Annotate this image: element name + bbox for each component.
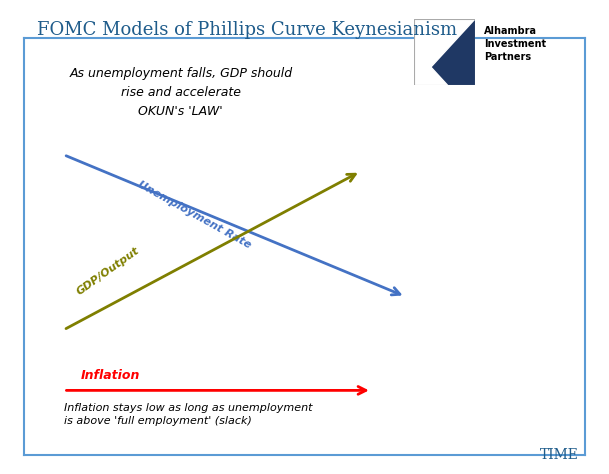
Text: TIME: TIME xyxy=(540,448,579,462)
Text: Unemployment Rate: Unemployment Rate xyxy=(136,179,253,250)
Text: GDP/Output: GDP/Output xyxy=(74,245,141,297)
Text: As unemployment falls, GDP should
rise and accelerate
OKUN's 'LAW': As unemployment falls, GDP should rise a… xyxy=(69,67,292,118)
Text: FOMC Models of Phillips Curve Keynesianism: FOMC Models of Phillips Curve Keynesiani… xyxy=(37,21,457,39)
Polygon shape xyxy=(414,49,448,85)
Text: Partners: Partners xyxy=(484,52,531,62)
Text: Investment: Investment xyxy=(484,39,546,49)
Text: Inflation: Inflation xyxy=(80,369,139,382)
Text: Inflation stays low as long as unemployment
is above 'full employment' (slack): Inflation stays low as long as unemploym… xyxy=(63,403,312,426)
Polygon shape xyxy=(414,19,475,85)
Text: Alhambra: Alhambra xyxy=(484,26,537,36)
